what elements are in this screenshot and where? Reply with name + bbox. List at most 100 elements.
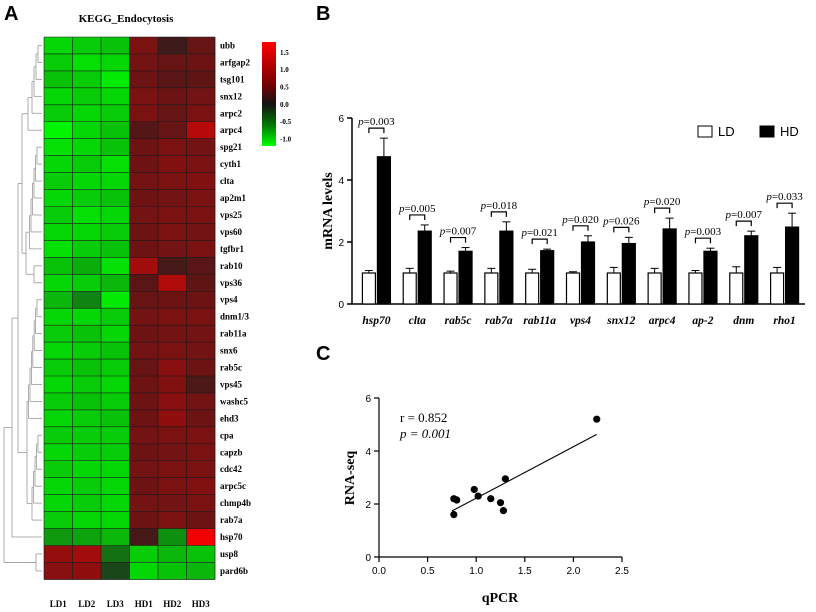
- bar-ld: [525, 272, 540, 305]
- heatmap-cell: [72, 376, 102, 394]
- heatmap-row-label: ubb: [220, 40, 235, 50]
- scatter-y-tick-label: 4: [365, 447, 371, 458]
- heatmap-cell: [101, 460, 130, 478]
- scatter-x-axis-label: qPCR: [482, 591, 519, 606]
- heatmap-cell: [72, 460, 102, 478]
- p-value-label: p=0.033: [765, 191, 803, 203]
- bar-hd: [458, 250, 473, 305]
- heatmap-cell: [186, 409, 216, 428]
- heatmap-cell: [186, 223, 216, 241]
- bar-y-tick-label: 6: [338, 114, 344, 125]
- heatmap-cell: [129, 257, 159, 275]
- scatter-point: [499, 507, 508, 515]
- heatmap-cell: [158, 70, 187, 89]
- bar-y-tick-label: 2: [338, 238, 344, 249]
- heatmap-column-label: HD1: [135, 599, 154, 609]
- heatmap-cell: [72, 477, 102, 495]
- heatmap-cell: [186, 528, 216, 546]
- heatmap-cell: [158, 274, 187, 292]
- heatmap-row-label: snx6: [220, 346, 238, 356]
- bar-category-label: ap-2: [692, 315, 713, 327]
- heatmap-cell: [129, 240, 159, 258]
- heatmap-cell: [101, 426, 130, 445]
- bar-hd: [376, 156, 392, 305]
- heatmap-cell: [129, 342, 159, 360]
- p-value-label: p=0.026: [602, 215, 640, 227]
- heatmap-cell: [72, 308, 102, 326]
- scatter-point: [593, 415, 601, 423]
- heatmap-cell: [72, 121, 102, 139]
- heatmap-cell: [158, 206, 187, 224]
- heatmap-cell: [186, 172, 216, 190]
- heatmap-cell: [44, 511, 73, 529]
- heatmap-cell: [158, 443, 187, 462]
- heatmap-cell: [44, 494, 73, 512]
- heatmap-cell: [44, 291, 73, 309]
- heatmap-row-label: capzb: [220, 447, 243, 457]
- heatmap-cell: [158, 308, 187, 326]
- significance-bracket: [613, 226, 630, 233]
- bar-hd: [540, 250, 555, 305]
- heatmap-row-label: cpa: [220, 430, 234, 440]
- heatmap-cell: [44, 189, 73, 207]
- heatmap-cell: [44, 155, 73, 173]
- heatmap-cell: [158, 257, 187, 275]
- bar-hd: [662, 228, 677, 305]
- heatmap-cell: [129, 274, 159, 292]
- heatmap-cell: [129, 376, 159, 394]
- heatmap-row-label: clta: [220, 176, 234, 186]
- heatmap-cell: [158, 172, 187, 190]
- colorbar-tick-label: 0.0: [280, 101, 289, 109]
- heatmap-cell: [72, 392, 102, 411]
- heatmap-row-label: washc5: [220, 396, 249, 406]
- heatmap-cell: [186, 359, 216, 377]
- heatmap-cell: [101, 53, 130, 72]
- heatmap-cell: [186, 426, 216, 445]
- heatmap-cell: [101, 223, 130, 241]
- bar-category-label: rab11a: [523, 315, 556, 327]
- heatmap-column-label: HD3: [192, 599, 211, 609]
- heatmap-cell: [186, 70, 216, 89]
- heatmap-row-label: cyth1: [220, 159, 241, 169]
- colorbar-tick-label: -0.5: [280, 118, 292, 126]
- heatmap-cell: [44, 308, 73, 326]
- heatmap-cell: [44, 443, 73, 462]
- heatmap-cell: [129, 206, 159, 224]
- legend-swatch-ld: [697, 125, 713, 138]
- heatmap-row-label: vps45: [220, 379, 243, 389]
- heatmap-cell: [44, 274, 73, 292]
- heatmap-cell: [186, 291, 216, 309]
- heatmap-cell: [158, 104, 187, 123]
- colorbar-tick-label: 0.5: [280, 84, 289, 92]
- scatter-x-tick-label: 0.5: [421, 566, 435, 577]
- heatmap-cell: [158, 37, 187, 55]
- heatmap-cell: [186, 392, 216, 411]
- scatter-y-tick-label: 6: [365, 394, 371, 405]
- heatmap-cell: [186, 37, 216, 55]
- p-value-label: p=0.007: [725, 209, 763, 221]
- p-value-label: p=0.005: [398, 203, 436, 215]
- bar-category-label: dnm: [733, 315, 754, 327]
- heatmap-cell: [101, 392, 130, 411]
- heatmap-cell: [72, 325, 102, 343]
- heatmap-cell: [72, 240, 102, 258]
- heatmap-cell: [72, 291, 102, 309]
- heatmap-row-label: hsp70: [220, 532, 243, 542]
- heatmap-cell: [44, 257, 73, 275]
- heatmap-row-label: spg21: [220, 142, 243, 152]
- heatmap-cell: [186, 240, 216, 258]
- heatmap-cell: [129, 359, 159, 377]
- bar-y-tick-label: 4: [338, 176, 344, 187]
- significance-bracket: [654, 207, 671, 214]
- heatmap-row-label: ehd3: [220, 413, 239, 423]
- heatmap-cell: [186, 376, 216, 394]
- regression-line: [451, 433, 597, 512]
- heatmap-cell: [44, 359, 73, 377]
- heatmap-cell: [44, 206, 73, 224]
- significance-bracket: [776, 202, 793, 209]
- heatmap-cell: [186, 206, 216, 224]
- bar-hd: [784, 226, 800, 305]
- heatmap-cell: [44, 376, 73, 394]
- heatmap-cell: [158, 562, 187, 580]
- heatmap-row-label: vps25: [220, 210, 243, 220]
